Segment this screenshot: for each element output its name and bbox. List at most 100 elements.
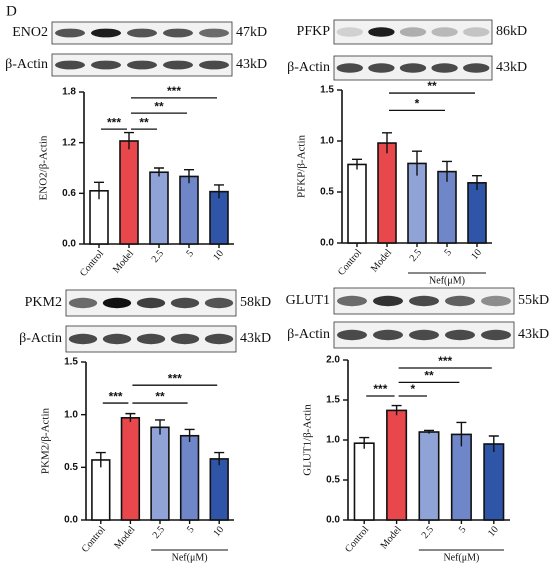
blot-band (337, 295, 367, 307)
significance-label: *** (373, 382, 387, 396)
significance-label: *** (109, 389, 123, 403)
blot-band (55, 60, 85, 70)
x-tick-label: 5 (442, 247, 454, 258)
error-bar (412, 150, 422, 176)
error-bar (184, 428, 195, 443)
significance-label: ** (139, 115, 149, 129)
bar (386, 409, 408, 521)
blot-band (102, 333, 132, 345)
blot-band (373, 295, 403, 307)
bar (150, 426, 170, 521)
blot-label: ENO2 (12, 25, 48, 40)
error-bar (488, 435, 499, 452)
error-bar (391, 404, 402, 416)
x-tick-label: Control (336, 247, 364, 278)
blot-band (409, 295, 439, 307)
y-tick-label: 0.0 (320, 238, 334, 249)
error-bar (95, 451, 106, 468)
error-bar (382, 132, 392, 154)
blot-band (431, 27, 458, 37)
significance-label: ** (427, 79, 437, 93)
x-tick-label: 5 (457, 524, 469, 535)
y-tick-label: 0.5 (326, 475, 340, 486)
significance-label: *** (438, 354, 452, 368)
blot-label: β-Actin (287, 327, 330, 342)
y-tick-label: 1.0 (326, 435, 340, 446)
bar (347, 163, 367, 244)
blot-band (91, 60, 121, 70)
bar (377, 142, 397, 244)
error-bar (442, 160, 452, 182)
blot-image (333, 19, 493, 45)
y-tick-label: 0.5 (320, 187, 334, 198)
x-tick-label: 2.5 (420, 524, 436, 541)
x-tick-label: 2.5 (151, 524, 167, 541)
blot-size: 43kD (236, 57, 267, 72)
blot-band (55, 28, 85, 38)
x-tick-label: 5 (185, 524, 197, 535)
bar (179, 434, 200, 521)
blot-band (199, 60, 229, 70)
x-tick-label: 10 (211, 524, 226, 539)
blot-band (204, 297, 234, 309)
blot-band (127, 60, 157, 70)
significance-label: ** (155, 389, 165, 403)
x-tick-label: Model (369, 247, 394, 274)
bar (179, 175, 199, 245)
error-bar (184, 168, 194, 184)
bar (418, 431, 440, 521)
blot-band (204, 333, 234, 345)
error-bar (359, 436, 370, 449)
error-bar (94, 181, 104, 200)
x-axis-label: Nef(μM) (429, 275, 465, 286)
blot-band (102, 297, 132, 309)
x-tick-label: Model (112, 524, 137, 551)
error-bar (472, 174, 482, 190)
significance-label: * (410, 382, 415, 396)
y-tick-label: 1.5 (320, 85, 334, 96)
blot-band (337, 329, 367, 341)
y-tick-label: 1.5 (326, 395, 340, 406)
blot-band (127, 28, 157, 38)
blot-band (163, 60, 193, 70)
error-bar (456, 421, 467, 447)
x-tick-label: Control (343, 524, 371, 555)
x-tick-label: Model (378, 524, 403, 551)
error-bar (214, 451, 225, 466)
y-axis-label: PKM2/β-Actin (40, 407, 52, 474)
bar (91, 459, 111, 521)
significance-label: *** (107, 115, 121, 129)
x-tick-label: 5 (184, 248, 196, 259)
y-axis-label: ENO2/β-Actin (38, 135, 50, 200)
y-tick-label: 0.5 (64, 462, 78, 473)
bar (120, 417, 141, 521)
blot-band (445, 295, 475, 307)
blot-size: 43kD (496, 60, 527, 75)
blot-band (91, 28, 121, 38)
bar (467, 182, 487, 244)
error-bar (352, 158, 362, 170)
blot-band (463, 27, 490, 37)
blot-band (368, 27, 395, 37)
y-tick-label: 1.5 (64, 357, 78, 368)
panel-label: D (6, 3, 17, 19)
blot-label: β-Actin (5, 57, 48, 72)
y-tick-label: 1.2 (62, 137, 76, 148)
blot-size: 43kD (240, 331, 271, 346)
blot-size: 47kD (236, 25, 267, 40)
blot-band (431, 63, 458, 73)
significance-label: ** (154, 99, 164, 113)
x-axis-label: Nef(μM) (172, 552, 208, 563)
x-tick-label: Model (111, 248, 136, 275)
blot-band (68, 333, 98, 345)
blot-band (399, 27, 427, 37)
blot-band (170, 297, 200, 309)
x-tick-label: 10 (486, 524, 501, 539)
error-bar (125, 412, 136, 423)
blot-band (368, 63, 395, 73)
blot-band (481, 295, 511, 307)
blot-band (373, 329, 403, 341)
significance-label: *** (167, 84, 181, 98)
significance-label: *** (168, 371, 182, 385)
y-tick-label: 1.0 (64, 409, 78, 420)
